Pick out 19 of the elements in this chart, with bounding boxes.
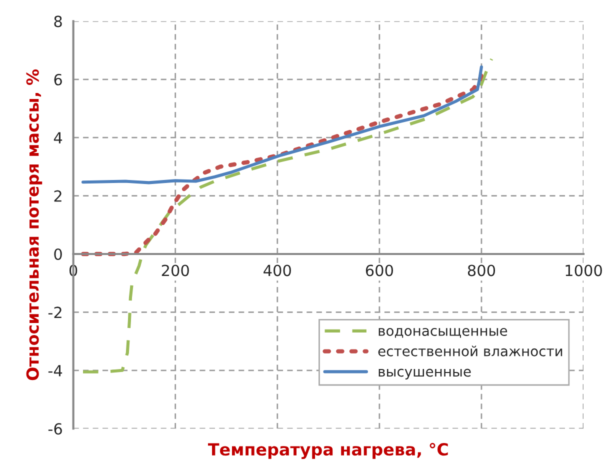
x-axis-title: Температура нагрева, °C	[208, 442, 448, 459]
line-series	[81, 65, 483, 184]
y-axis-title: Относительная потеря массы, %	[26, 69, 42, 380]
y-tick-label: 6	[54, 74, 62, 86]
x-tick-label: 400	[264, 264, 291, 276]
y-tick-label: 0	[54, 248, 62, 260]
x-tick-label: 1000	[566, 264, 602, 276]
y-tick-label: 2	[54, 190, 62, 202]
x-tick-label: 800	[468, 264, 496, 276]
y-tick-label: 8	[54, 16, 62, 28]
legend-label: водонасыщенные	[378, 328, 508, 338]
legend-label: естественной влажности	[378, 346, 562, 356]
x-tick-label: 200	[162, 264, 189, 276]
x-tick-label: 600	[366, 264, 393, 276]
y-tick-label: -2	[48, 306, 62, 318]
legend-label: высушенные	[378, 368, 471, 380]
y-tick-label: 4	[54, 132, 62, 144]
y-tick-label: -6	[48, 423, 62, 435]
y-tick-label: -4	[48, 365, 62, 376]
